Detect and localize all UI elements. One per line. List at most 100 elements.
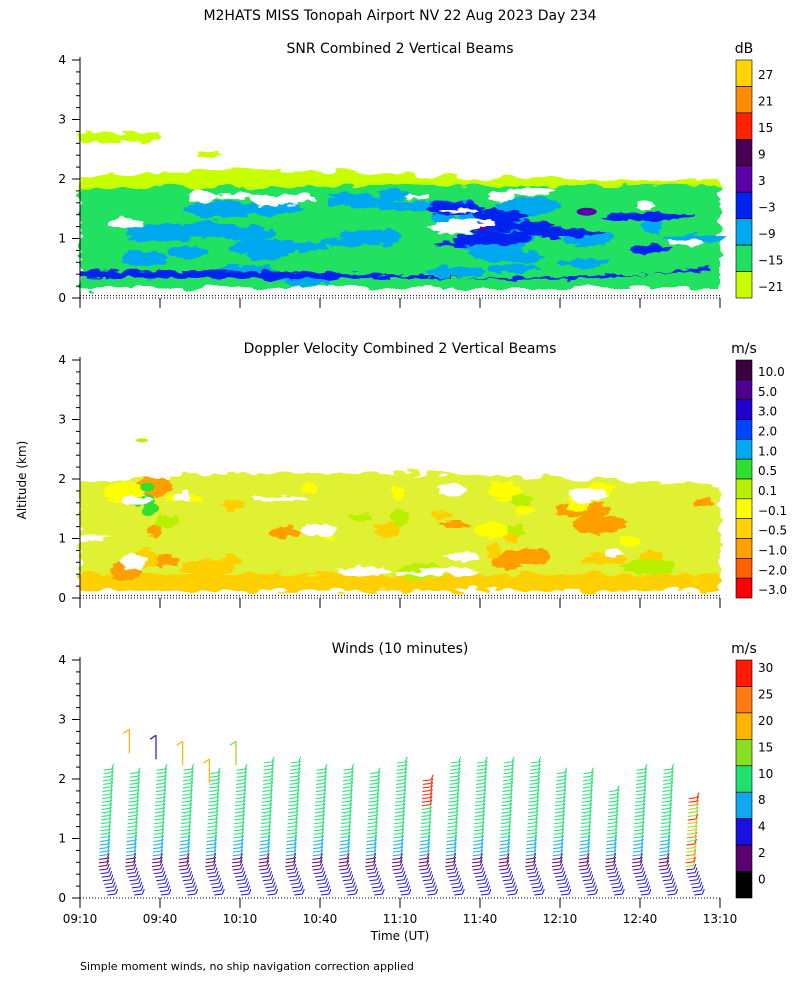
wind-barb-upper-flag [203,758,210,764]
wind-barb-flag [668,867,671,873]
wind-barb-flag [480,863,484,870]
wind-barb [374,893,383,896]
wind-barb [99,843,108,846]
wind-barb [128,800,137,803]
colorbar-label: 27 [758,68,773,82]
wind-barb [579,843,588,846]
wind-barb-flag [136,799,139,805]
wind-barb-flag [266,860,270,866]
wind-barb [128,793,138,796]
wind-barb [99,839,109,842]
wind-barb [446,832,456,835]
wind-barb [580,872,589,875]
wind-barb [528,797,537,800]
wind-barb [315,793,324,796]
wind-barb-flag [508,813,512,820]
wind-barb [235,789,244,792]
snr-gap [669,239,702,247]
wind-barb-flag [511,756,515,763]
wind-barb-flag [562,796,566,802]
wind-barb-flag [239,853,243,859]
wind-barb [419,847,428,850]
wind-barb-flag [590,874,594,880]
wind-barb [179,850,188,853]
wind-barb-flag [537,763,541,770]
wind-barb [339,847,348,850]
colorbar-swatch [735,538,753,559]
wind-barb-flag [402,806,406,813]
wind-barb [500,832,509,835]
wind-barb-flag [480,835,484,841]
wind-barb-flag [564,771,568,777]
wind-barb [635,793,644,796]
wind-barb [686,839,695,842]
wind-barb [396,782,405,785]
wind-barb [233,872,242,875]
wind-barb [313,836,322,839]
wind-barb [156,782,165,785]
wind-barb [476,768,486,771]
winds-field [98,728,705,896]
wind-barb-flag [453,863,457,870]
wind-barb [426,889,435,892]
wind-barb [314,875,324,878]
snr-cyan-patch [372,229,400,246]
wind-barb-flag [536,796,540,802]
wind-barb [369,779,378,782]
wind-barb-flag [324,771,328,777]
colorbar-swatch [735,458,753,480]
wind-barb-flag [592,881,596,888]
wind-barb [447,822,456,825]
wind-barb [525,864,534,867]
wind-barb [314,825,323,828]
wind-barb-flag [216,796,220,802]
wind-barb [502,782,511,785]
wind-barb-flag [454,835,458,841]
wind-barb-flag [588,806,592,813]
wind-barb [313,839,322,842]
wind-barb-flag [321,867,325,873]
wind-barb [613,889,622,892]
wind-barb [688,875,697,878]
wind-barb [661,811,670,814]
wind-barb-flag [216,781,220,788]
doppler-gap [567,488,608,502]
wind-barb [206,847,215,850]
wind-barb-flag [666,853,670,859]
wind-barb [130,772,139,775]
wind-barb-flag [534,835,538,841]
wind-barb [100,836,109,839]
wind-barb-flag [561,824,565,830]
wind-barb-flag [134,867,138,873]
wind-barb-flag [641,831,644,838]
wind-barb [448,875,457,878]
wind-barb-flag [162,799,166,805]
wind-barb [528,793,538,796]
wind-barb [580,825,589,828]
wind-barb-flag [510,771,514,777]
wind-barb-flag [696,799,699,805]
wind-barb-flag [595,888,599,895]
wind-barb-flag [188,810,192,816]
wind-barb-flag [375,810,379,816]
wind-barb-flag [349,792,353,798]
wind-barb [180,832,189,835]
wind-barb [367,872,376,875]
wind-barb [578,861,587,864]
wind-barb [154,807,164,810]
wind-barb [341,800,351,803]
wind-barb [365,868,374,871]
wind-barb [365,864,374,867]
wind-barb-flag [561,813,565,820]
wind-barb [582,782,591,785]
wind-barb [205,864,214,867]
wind-barb-flag [136,792,140,798]
wind-barb-flag [560,849,564,855]
wind-barb [263,765,272,768]
wind-barb [473,872,482,875]
wind-barb-flag [481,867,485,873]
y-tick-label: 2 [58,772,66,786]
wind-barb-flag [532,860,536,866]
wind-barb-flag [694,828,698,834]
wind-barb [342,789,351,792]
